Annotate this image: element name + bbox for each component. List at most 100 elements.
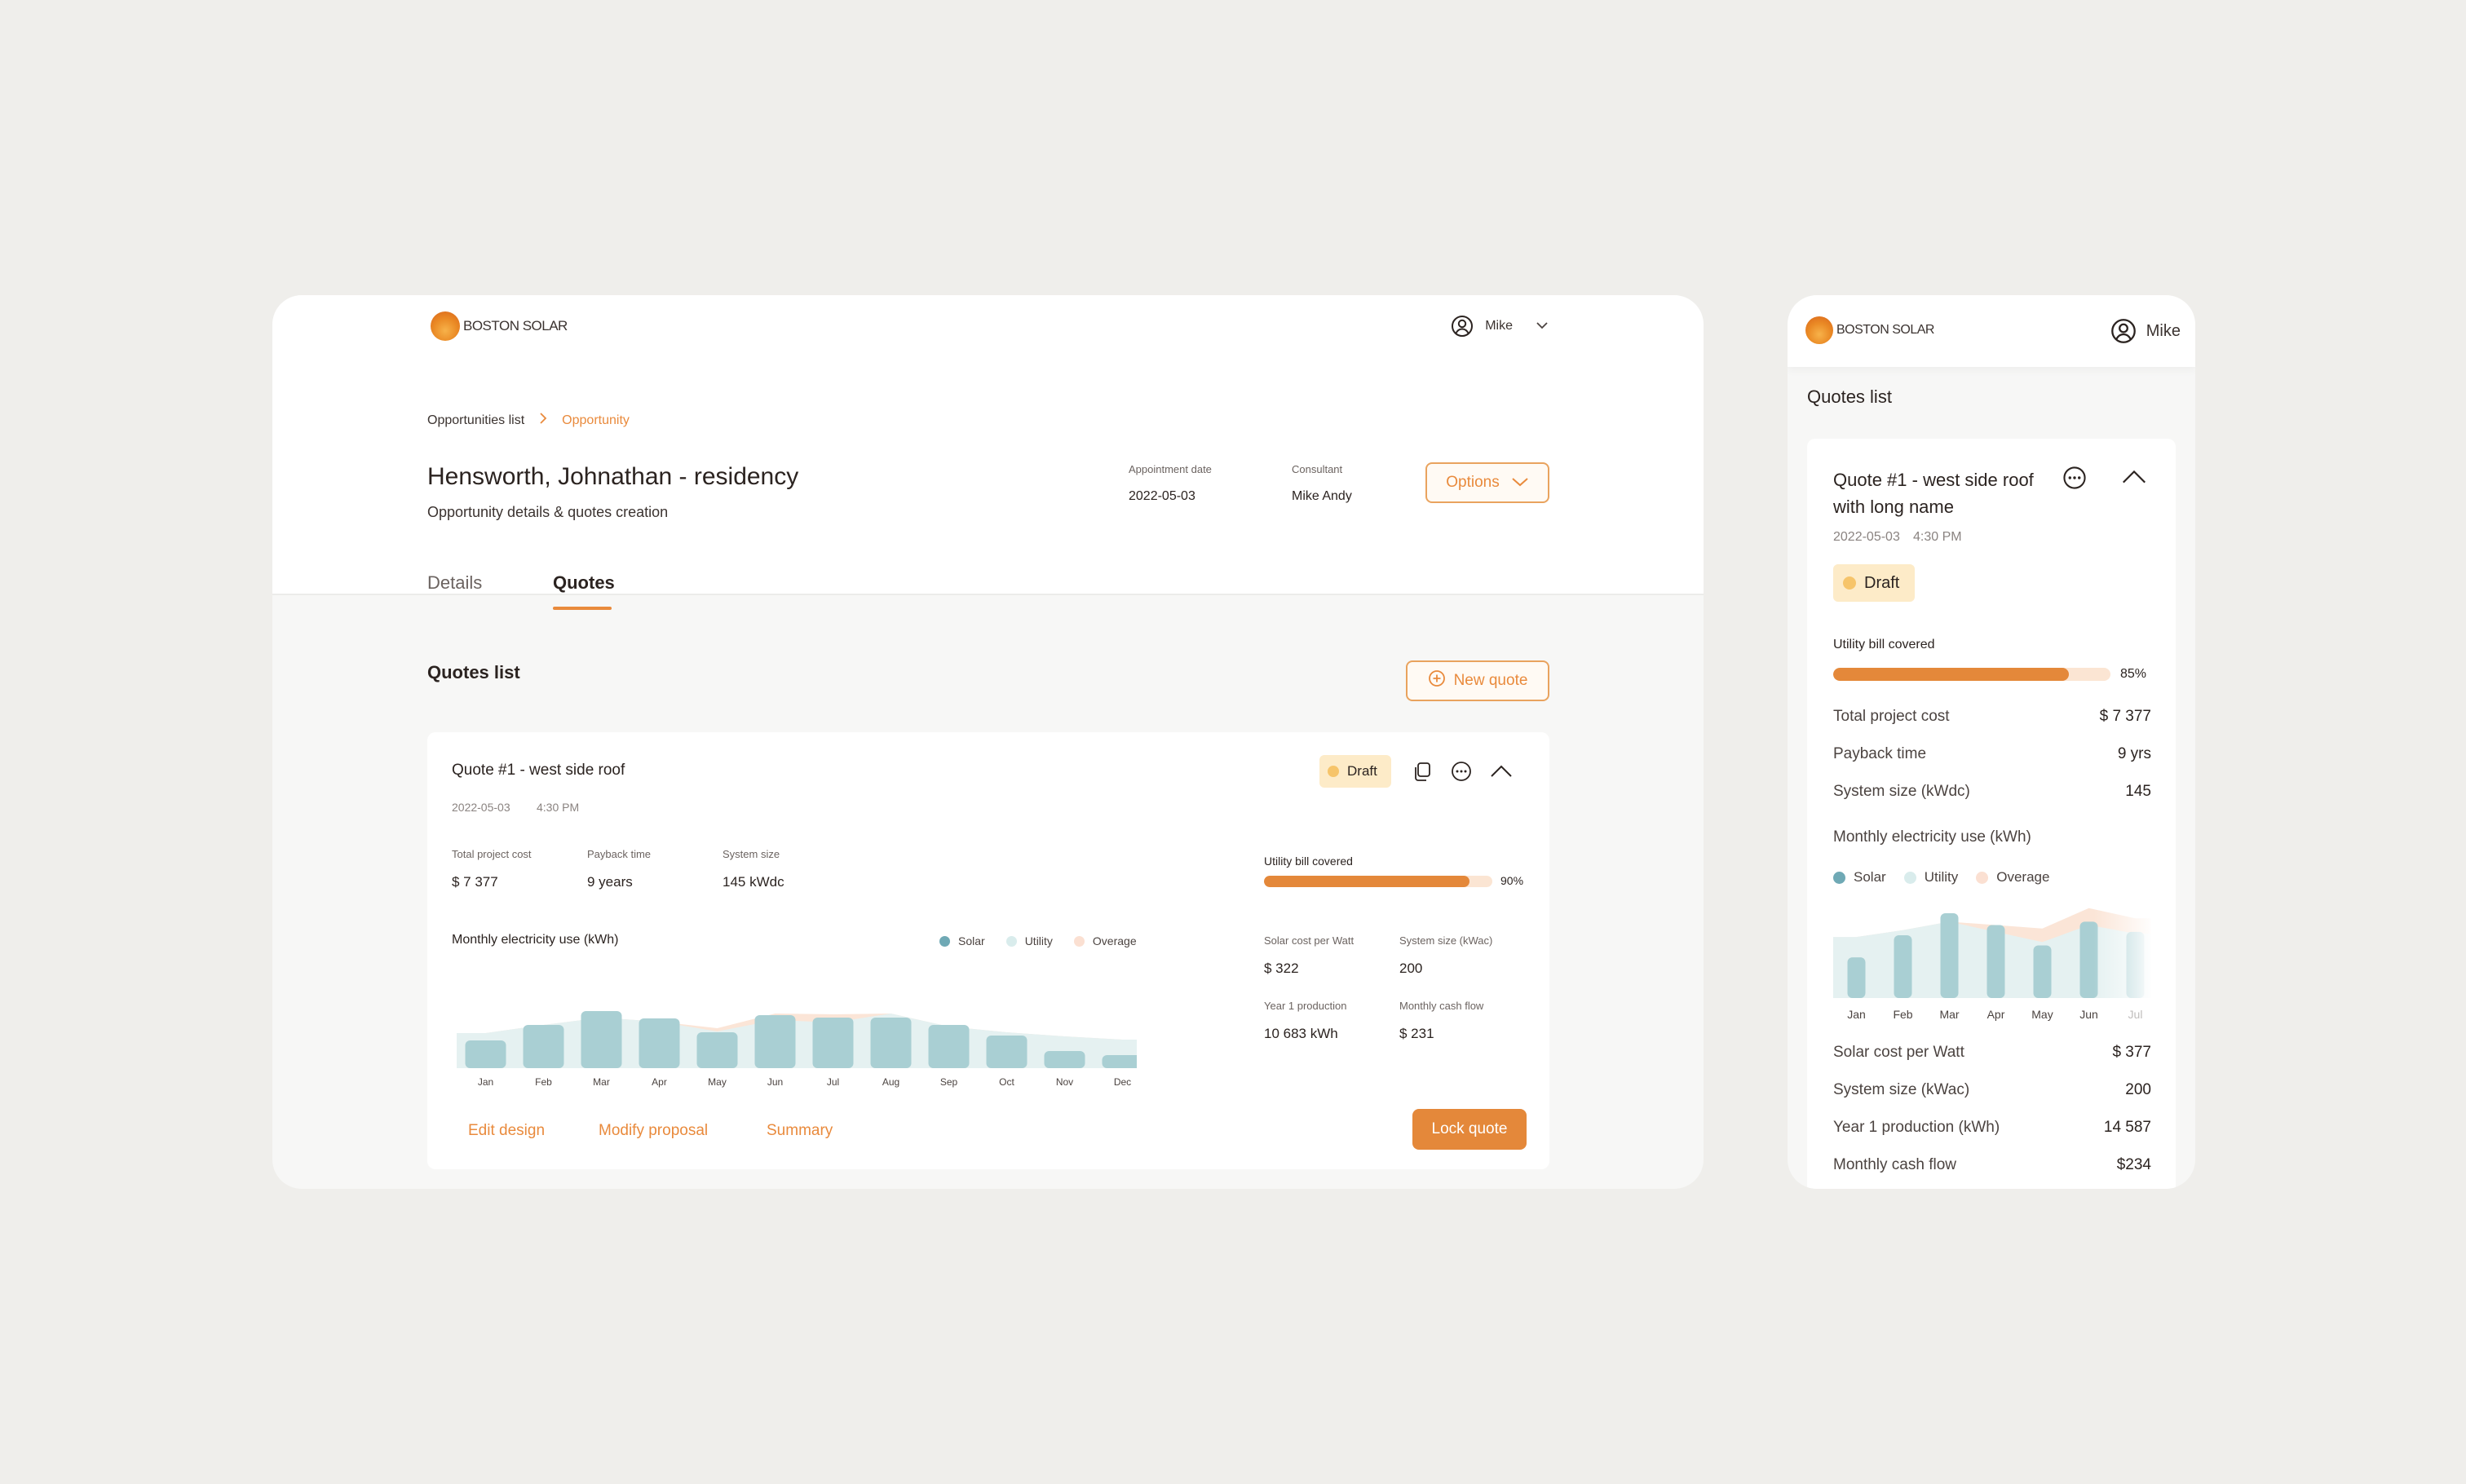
stat-label: Monthly cash flow bbox=[1833, 1156, 1957, 1173]
mobile-chart-legend: Solar Utility Overage bbox=[1833, 869, 2049, 886]
more-options-icon[interactable] bbox=[2062, 465, 2088, 491]
breadcrumb-opportunities-list[interactable]: Opportunities list bbox=[427, 413, 525, 427]
month-label-dec: Dec bbox=[1113, 1076, 1132, 1088]
month-label-apr: Apr bbox=[1986, 1008, 2005, 1021]
utility-progress-fill bbox=[1264, 876, 1469, 887]
stat-row-system-size: System size (kWdc) 145 bbox=[1833, 783, 2151, 801]
utility-progress-bar bbox=[1264, 876, 1492, 887]
stat-row-solar-cost: Solar cost per Watt $ 377 bbox=[1833, 1044, 2151, 1062]
stat-row-payback: Payback time 9 yrs bbox=[1833, 745, 2151, 763]
utility-dot bbox=[1005, 935, 1017, 947]
month-label-jun: Jun bbox=[767, 1076, 784, 1088]
summary-link[interactable]: Summary bbox=[767, 1122, 833, 1139]
monthly-usage-chart bbox=[457, 1011, 1137, 1068]
system-size-label: System size bbox=[723, 848, 780, 860]
mobile-quote-title[interactable]: Quote #1 - west side roof with long name bbox=[1833, 470, 2034, 517]
quote-title[interactable]: Quote #1 - west side roof bbox=[452, 762, 625, 779]
year1-production-label: Year 1 production bbox=[1264, 1000, 1347, 1012]
chart-title: Monthly electricity use (kWh) bbox=[452, 933, 619, 947]
system-size-ac-label: System size (kWac) bbox=[1399, 934, 1493, 947]
month-label-mar: Mar bbox=[593, 1076, 610, 1088]
stat-label: System size (kWac) bbox=[1833, 1081, 1970, 1098]
month-label-nov: Nov bbox=[1055, 1076, 1074, 1088]
solar-cost-value: $ 322 bbox=[1264, 961, 1299, 976]
new-quote-button[interactable]: New quote bbox=[1406, 660, 1549, 701]
active-tab-indicator bbox=[553, 607, 612, 610]
month-label-mar: Mar bbox=[1939, 1008, 1960, 1021]
modify-proposal-link[interactable]: Modify proposal bbox=[599, 1122, 709, 1139]
legend-solar-label: Solar bbox=[958, 934, 985, 947]
bar-solar-mar bbox=[581, 1011, 622, 1068]
lock-quote-button[interactable]: Lock quote bbox=[1412, 1109, 1527, 1150]
brand-logo[interactable]: BOSTON SOLAR bbox=[431, 311, 568, 341]
solar-cost-label: Solar cost per Watt bbox=[1264, 934, 1355, 947]
legend-overage-label: Overage bbox=[1996, 869, 2050, 885]
bar-solar-aug bbox=[870, 1018, 912, 1068]
options-label: Options bbox=[1446, 474, 1500, 491]
year1-production-value: 10 683 kWh bbox=[1264, 1026, 1338, 1041]
bar-solar-jun bbox=[754, 1015, 796, 1068]
month-label-oct: Oct bbox=[999, 1076, 1014, 1088]
stat-label: Total project cost bbox=[1833, 708, 1950, 725]
user-name: Mike bbox=[2146, 321, 2181, 340]
legend-solar: Solar bbox=[939, 934, 985, 947]
quote-card: Quote #1 - west side roof 2022-05-03 4:3… bbox=[427, 732, 1549, 1169]
tab-details[interactable]: Details bbox=[427, 572, 483, 593]
chevron-down-icon bbox=[1536, 319, 1549, 333]
utility-percent: 90% bbox=[1500, 874, 1524, 887]
legend-utility-label: Utility bbox=[1924, 869, 1959, 885]
chevron-up-icon[interactable] bbox=[1489, 763, 1514, 780]
bar-solar-jul bbox=[812, 1018, 854, 1068]
bar-solar-oct bbox=[986, 1036, 1028, 1068]
month-label-sep: Sep bbox=[939, 1076, 958, 1088]
app-header: BOSTON SOLAR Mike bbox=[272, 295, 1704, 360]
month-label-jan: Jan bbox=[477, 1076, 494, 1088]
status-label: Draft bbox=[1347, 763, 1377, 779]
user-menu[interactable]: Mike bbox=[1451, 315, 1549, 338]
bar-solar-nov bbox=[1044, 1051, 1085, 1068]
chevron-down-icon bbox=[1511, 474, 1529, 492]
stat-label: Payback time bbox=[1833, 745, 1927, 762]
payback-label: Payback time bbox=[587, 848, 652, 860]
chevron-right-icon bbox=[539, 411, 547, 430]
mobile-frame: BOSTON SOLAR Mike Quotes list Quote #1 -… bbox=[1788, 295, 2195, 1189]
stat-value: $ 7 377 bbox=[2099, 708, 2151, 725]
desktop-frame: BOSTON SOLAR Mike Opportunities list Opp… bbox=[272, 295, 1704, 1189]
appointment-date-label: Appointment date bbox=[1129, 463, 1212, 475]
stat-value: 145 bbox=[2125, 783, 2151, 800]
bar-solar-dec bbox=[1102, 1055, 1137, 1068]
mobile-quote-date: 2022-05-03 bbox=[1833, 530, 1900, 544]
appointment-date-value: 2022-05-03 bbox=[1129, 489, 1195, 503]
copy-icon[interactable] bbox=[1411, 760, 1434, 783]
status-badge: Draft bbox=[1319, 755, 1391, 788]
mobile-usage-chart bbox=[1833, 902, 2151, 1000]
new-quote-label: New quote bbox=[1453, 672, 1528, 689]
consultant-label: Consultant bbox=[1292, 463, 1343, 475]
utility-dot bbox=[1903, 871, 1916, 884]
status-dot bbox=[1843, 576, 1856, 590]
edit-design-link[interactable]: Edit design bbox=[468, 1122, 546, 1139]
monthly-cash-flow-value: $ 231 bbox=[1399, 1026, 1434, 1041]
quotes-list-title: Quotes list bbox=[427, 662, 520, 682]
mobile-quote-time: 4:30 PM bbox=[1913, 530, 1962, 544]
brand-logo[interactable]: BOSTON SOLAR bbox=[1805, 316, 1934, 344]
total-cost-label: Total project cost bbox=[452, 848, 532, 860]
options-button[interactable]: Options bbox=[1425, 462, 1549, 503]
utility-percent: 85% bbox=[2120, 667, 2147, 681]
stat-label: Solar cost per Watt bbox=[1833, 1044, 1964, 1061]
sun-logo-icon bbox=[1805, 316, 1833, 344]
chevron-up-icon[interactable] bbox=[2120, 468, 2148, 486]
legend-utility: Utility bbox=[1005, 934, 1053, 947]
stat-row-total-cost: Total project cost $ 7 377 bbox=[1833, 708, 2151, 726]
month-label-jul: Jul bbox=[826, 1076, 840, 1088]
legend-overage-label: Overage bbox=[1092, 934, 1137, 947]
user-menu[interactable]: Mike bbox=[2110, 318, 2181, 344]
overage-dot bbox=[1976, 871, 1989, 884]
utility-covered-label: Utility bill covered bbox=[1264, 855, 1353, 868]
tab-quotes[interactable]: Quotes bbox=[553, 572, 615, 593]
stat-value: $234 bbox=[2116, 1156, 2151, 1173]
breadcrumb: Opportunities list Opportunity bbox=[427, 411, 630, 430]
utility-covered-label: Utility bill covered bbox=[1833, 638, 1935, 651]
more-options-icon[interactable] bbox=[1450, 760, 1473, 783]
stat-row-year1-production: Year 1 production (kWh) 14 587 bbox=[1833, 1119, 2151, 1137]
